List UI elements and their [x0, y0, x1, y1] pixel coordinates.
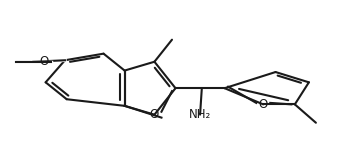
Text: NH₂: NH₂ — [189, 108, 211, 121]
Text: O: O — [150, 108, 159, 121]
Text: O: O — [39, 55, 48, 67]
Text: O: O — [259, 98, 268, 111]
